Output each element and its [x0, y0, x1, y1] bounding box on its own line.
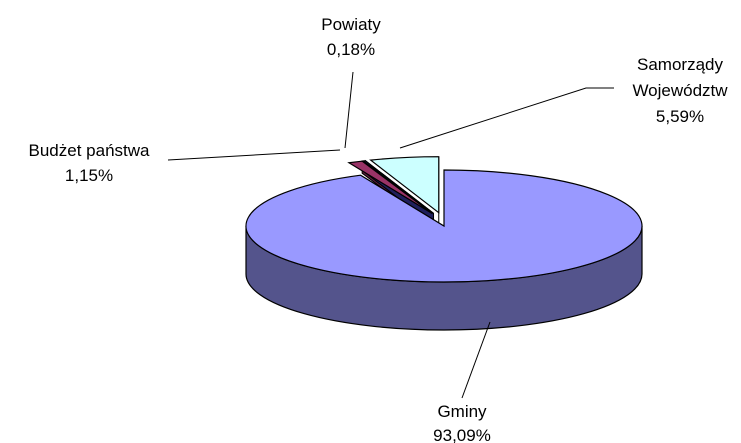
slice-label-gminy: Gminy — [437, 402, 487, 421]
leader-line-samorzady — [399, 87, 614, 149]
leader-line-gminy — [461, 321, 491, 399]
slice-label-budzet: Budżet państwa — [29, 141, 151, 160]
leader-lines — [167, 71, 614, 399]
pie-slice-powiaty — [361, 160, 434, 214]
pie-slice-gminy — [245, 169, 643, 283]
slice-labels: Gminy 93,09% Budżet państwa 1,15% Powiat… — [29, 15, 729, 443]
leader-line-powiaty — [344, 71, 354, 149]
leader-line-budzet — [167, 149, 341, 161]
slice-value-powiaty: 0,18% — [327, 40, 375, 59]
pie-slice-budzet — [347, 160, 433, 215]
slice-value-samorzady: 5,59% — [656, 107, 704, 126]
slice-value-budzet: 1,15% — [65, 166, 113, 185]
slice-value-gminy: 93,09% — [433, 426, 491, 443]
slice-label-powiaty: Powiaty — [321, 15, 381, 34]
pie-top-faces — [245, 156, 643, 283]
slice-label-samorzady-line2: Województw — [632, 81, 728, 100]
slice-label-samorzady-line1: Samorządy — [637, 55, 723, 74]
pie-slice-samorzady — [369, 156, 440, 214]
